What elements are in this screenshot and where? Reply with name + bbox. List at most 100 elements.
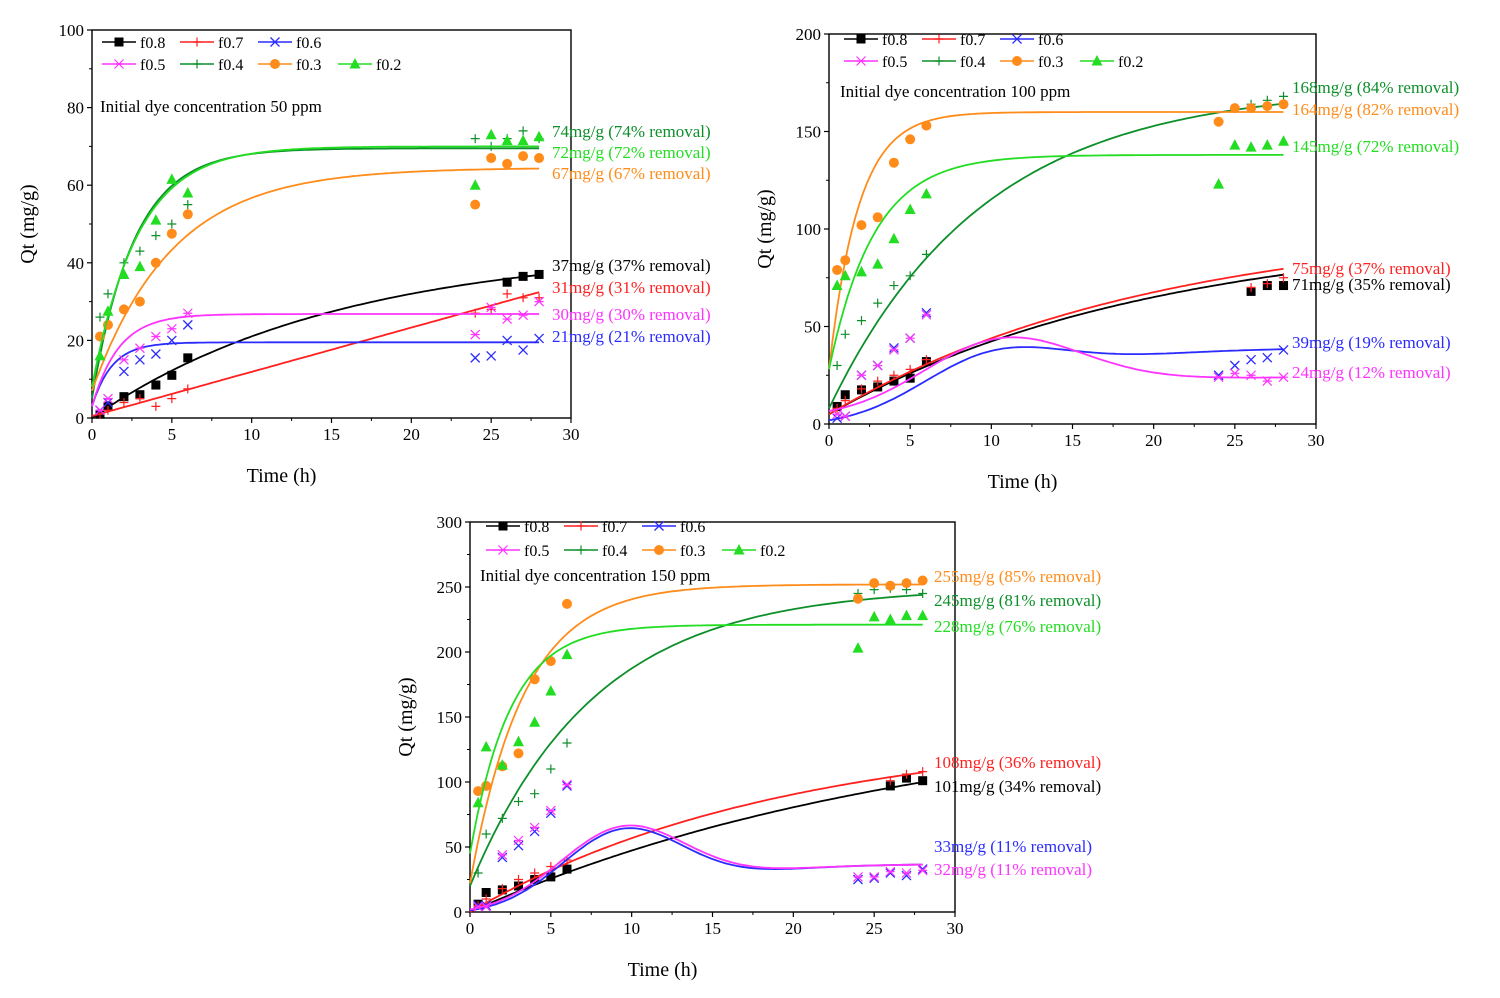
y-tick-label: 150 [437, 708, 463, 727]
data-point-f0-5 [486, 302, 497, 313]
removal-annotation: 71mg/g (35% removal) [1292, 275, 1451, 294]
data-point-f0-2 [118, 268, 130, 279]
data-point-f0-6 [118, 366, 129, 377]
legend-label: f0.4 [218, 57, 243, 74]
legend-f0-4-legend-marker [934, 56, 944, 66]
removal-annotation: 101mg/g (34% removal) [934, 777, 1101, 796]
data-point-f0-5 [182, 308, 193, 319]
data-point-f0-3 [1262, 101, 1273, 112]
data-point-f0-2 [1245, 141, 1257, 152]
data-point-f0-7 [135, 394, 145, 404]
data-point-f0-8 [918, 776, 928, 786]
data-point-f0-6 [470, 352, 481, 363]
data-point-f0-2 [888, 232, 900, 244]
data-point-f0-2 [472, 796, 484, 808]
y-tick-label: 250 [437, 578, 463, 597]
data-point-f0-5 [545, 805, 556, 816]
legend-item-f0-2: f0.2 [722, 543, 785, 560]
data-point-f0-3 [118, 304, 129, 315]
data-point-f0-3 [534, 153, 545, 164]
data-point-f0-5 [917, 865, 928, 876]
fit-line-f0-3 [469, 583, 923, 884]
data-point-f0-7 [151, 401, 161, 411]
legend-f0-7-legend-marker [576, 521, 586, 531]
data-point-f0-3 [885, 580, 896, 591]
fit-line-f0-5 [91, 313, 540, 407]
data-point-f0-6 [562, 780, 572, 791]
data-point-f0-2 [480, 740, 492, 752]
series-f0-6 [469, 780, 928, 912]
x-tick-label: 20 [1145, 431, 1162, 450]
y-tick-label: 100 [437, 773, 463, 792]
fit-line-f0-8 [469, 781, 923, 913]
legend-item-f0-6: f0.6 [258, 35, 321, 52]
x-tick-label: 5 [168, 425, 177, 444]
data-point-f0-3 [473, 786, 484, 797]
data-point-f0-2 [852, 642, 864, 653]
data-point-f0-2 [166, 173, 178, 184]
data-point-f0-4 [918, 589, 928, 598]
data-point-f0-6 [1262, 352, 1273, 363]
data-point-f0-5 [166, 323, 177, 334]
legend-item-f0-5: f0.5 [486, 543, 549, 560]
fit-line-f0-4 [828, 102, 1284, 409]
data-point-f0-2 [839, 269, 851, 281]
series-f0-5 [91, 296, 544, 416]
legend-label: f0.4 [960, 54, 985, 71]
chart-title: Initial dye concentration 100 ppm [840, 82, 1070, 101]
data-point-f0-6 [103, 397, 113, 408]
fit-line-f0-2 [469, 623, 923, 854]
y-tick-label: 200 [437, 643, 463, 662]
data-point-f0-2 [517, 134, 529, 146]
legend-f0-5-legend-marker [114, 59, 124, 69]
data-point-f0-4 [103, 289, 113, 299]
data-point-f0-2 [150, 214, 162, 225]
data-point-f0-3 [529, 674, 540, 685]
data-point-f0-6 [1246, 354, 1257, 365]
fit-line-f0-3 [828, 111, 1284, 370]
data-point-f0-2 [1213, 178, 1225, 189]
legend-f0-7-legend-marker [192, 37, 202, 47]
x-tick-label: 25 [483, 425, 500, 444]
data-point-f0-7 [514, 875, 523, 884]
y-tick-label: 0 [454, 903, 463, 922]
data-point-f0-5 [502, 314, 513, 324]
removal-annotation: 31mg/g (31% removal) [552, 278, 711, 297]
data-point-f0-3 [832, 264, 843, 275]
series-f0-2 [469, 609, 929, 854]
x-tick-label: 30 [1308, 431, 1325, 450]
data-point-f0-5 [1229, 368, 1240, 379]
data-point-f0-6 [921, 307, 932, 318]
data-point-f0-7 [873, 376, 883, 386]
legend-item-f0-8: f0.8 [102, 35, 165, 52]
data-point-f0-6 [832, 413, 843, 424]
y-tick-label: 150 [796, 123, 822, 142]
fit-line-f0-7 [91, 291, 540, 417]
data-point-f0-6 [885, 868, 896, 878]
legend-label: f0.2 [760, 543, 785, 560]
legend-f0-6-legend-marker [654, 521, 664, 531]
legend-label: f0.8 [524, 519, 549, 536]
data-point-f0-4 [95, 312, 105, 322]
data-point-f0-2 [513, 735, 524, 747]
x-tick-label: 0 [825, 431, 834, 450]
removal-annotation: 75mg/g (37% removal) [1292, 259, 1451, 278]
data-point-f0-5 [119, 354, 129, 365]
data-point-f0-7 [921, 355, 931, 365]
legend-f0-8-legend-marker [498, 521, 508, 531]
x-tick-label: 15 [1064, 431, 1081, 450]
data-point-f0-4 [473, 868, 483, 878]
series-f0-5 [469, 779, 928, 912]
data-point-f0-4 [546, 764, 556, 774]
removal-annotation: 145mg/g (72% removal) [1292, 137, 1459, 156]
legend-f0-4-legend-marker [576, 545, 586, 555]
y-axis-label: Qt (mg/g) [17, 184, 39, 263]
data-point-f0-4 [530, 789, 540, 799]
data-point-f0-4 [481, 829, 491, 839]
data-point-f0-4 [905, 271, 915, 281]
data-point-f0-6 [888, 342, 899, 353]
data-point-f0-5 [853, 871, 863, 882]
fit-line-f0-4 [91, 147, 540, 399]
